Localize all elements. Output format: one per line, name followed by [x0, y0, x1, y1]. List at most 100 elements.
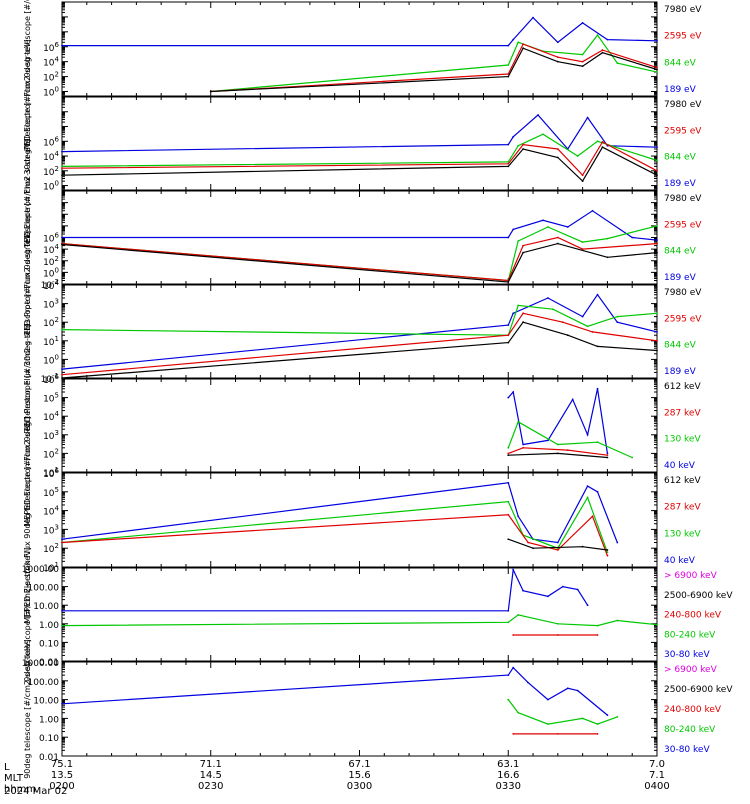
series-line-130-keV	[507, 420, 633, 459]
legend-entry: 30-80 keV	[664, 650, 710, 660]
x-axis-row-labels: L MLT hhmm	[4, 762, 36, 795]
data-point	[61, 377, 63, 379]
x-tick-label-hhmm: 0330	[496, 781, 521, 792]
x-tick-label-hhmm: 0400	[644, 781, 669, 792]
series-line-189-eV	[61, 114, 658, 153]
data-point	[61, 236, 63, 239]
data-point	[517, 304, 520, 307]
data-point	[507, 143, 510, 146]
data-point	[527, 541, 529, 544]
data-point	[507, 481, 510, 484]
data-point	[596, 34, 599, 37]
data-point	[522, 312, 525, 315]
data-point	[586, 485, 589, 488]
data-point	[507, 446, 510, 449]
data-point	[596, 345, 599, 348]
data-point	[547, 297, 549, 299]
y-tick-label: 105	[43, 486, 59, 499]
y-tick-label: 103	[43, 523, 59, 536]
date-label: 2024 Mar 02	[4, 786, 68, 797]
data-point	[522, 244, 525, 247]
data-point	[517, 420, 520, 423]
data-point	[61, 538, 63, 541]
data-point	[517, 711, 520, 714]
data-point	[507, 513, 510, 516]
legend-entry: 80-240 keV	[664, 630, 716, 640]
data-point	[61, 167, 63, 170]
x-tick-label-MLT: 13.5	[51, 770, 73, 781]
legend-entry: 189 eV	[664, 85, 697, 95]
data-point	[527, 681, 529, 684]
data-point	[61, 243, 63, 246]
data-point	[507, 341, 510, 344]
x-tick-label-hhmm: 0200	[49, 781, 74, 792]
legend-entry: 80-240 keV	[664, 725, 716, 735]
data-point	[537, 114, 539, 116]
data-point	[596, 723, 599, 725]
series-line-7980-eV	[61, 146, 658, 183]
y-tick-label: 1000.00	[22, 565, 59, 575]
data-point	[596, 634, 599, 636]
data-point	[547, 226, 549, 228]
data-point	[61, 541, 63, 544]
data-point	[576, 155, 579, 157]
x-tick-label-MLT: 14.5	[200, 770, 222, 781]
legend-entry: 30-80 keV	[664, 745, 710, 755]
y-tick-label: 10.00	[33, 697, 59, 707]
data-point	[522, 443, 525, 446]
y-tick-label: 103	[43, 429, 59, 442]
legend-entry: > 6900 keV	[664, 571, 718, 581]
data-point	[507, 609, 510, 612]
x-tick-label-MLT: 16.6	[497, 770, 519, 781]
data-point	[512, 568, 515, 571]
y-axis-title: TED Proton Flux 30deg telescope [#/cm2-s…	[23, 231, 32, 433]
y-tick-label: 103	[43, 298, 59, 311]
legend-entry: 612 keV	[664, 382, 701, 392]
data-point	[601, 49, 604, 51]
y-axis-title: TED Electron Flux 0deg telescope [#/cm2-…	[23, 0, 32, 152]
y-tick-label: 1.00	[39, 621, 59, 631]
y-tick-label: 0.01	[39, 658, 59, 668]
y-tick-label: 102	[43, 447, 59, 460]
series-line-189-eV	[62, 210, 658, 241]
y-tick-label: 100	[43, 353, 59, 366]
data-point	[606, 714, 609, 716]
data-point	[656, 339, 658, 342]
legend-entry: 2595 eV	[664, 126, 702, 136]
y-axis-title: MEPED Electron Flux 0deg telescope [#/cm…	[23, 324, 32, 526]
legend-entry: 2595 eV	[664, 314, 702, 324]
data-point	[656, 239, 658, 241]
data-point	[556, 541, 559, 544]
data-point	[61, 624, 63, 627]
legend-entry: 40 keV	[664, 461, 696, 471]
data-point	[512, 135, 515, 138]
data-point	[556, 634, 559, 636]
data-point	[656, 174, 658, 177]
data-point	[586, 496, 589, 499]
data-point	[656, 159, 658, 162]
series-line-612-keV	[508, 538, 608, 551]
data-point	[596, 293, 599, 296]
data-point	[547, 723, 549, 725]
data-point	[61, 368, 63, 371]
panel-frame	[61, 96, 658, 191]
legend-entry: 2500-6900 keV	[664, 685, 733, 695]
series-line-40-keV	[507, 388, 608, 454]
legend-entry: 2500-6900 keV	[664, 591, 733, 601]
y-tick-label: 104	[43, 56, 59, 69]
y-tick-label: 100	[43, 180, 59, 193]
panel-frame	[61, 378, 658, 473]
y-axis-title: 90deg telescope [#/cm2-s-str-keV]	[23, 639, 32, 779]
data-point	[596, 441, 599, 444]
data-point	[591, 515, 594, 518]
data-point	[556, 41, 559, 44]
data-point	[507, 334, 510, 337]
data-point	[631, 236, 634, 239]
data-point	[556, 622, 559, 625]
data-point	[517, 515, 520, 518]
data-point	[581, 248, 584, 251]
data-point	[507, 236, 510, 239]
data-point	[616, 541, 619, 544]
data-point	[561, 585, 564, 588]
